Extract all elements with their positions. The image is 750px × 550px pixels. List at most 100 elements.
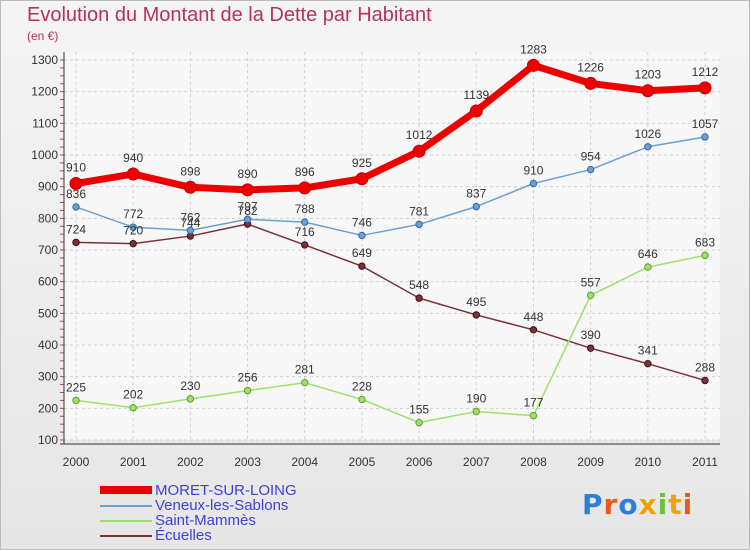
data-label-veneux: 836 bbox=[66, 187, 86, 201]
data-point-moret bbox=[69, 177, 83, 190]
data-label-moret: 1139 bbox=[463, 88, 489, 102]
data-point-veneux bbox=[529, 179, 538, 188]
data-point-ecuelles bbox=[644, 359, 652, 368]
data-point-moret bbox=[526, 58, 540, 72]
data-point-saint-mammes bbox=[644, 263, 652, 271]
data-label-moret: 1212 bbox=[692, 65, 719, 79]
y-tick-label: 400 bbox=[38, 338, 58, 352]
y-tick-label: 500 bbox=[38, 306, 58, 320]
plot-area bbox=[64, 52, 720, 440]
data-label-saint-mammes: 281 bbox=[295, 363, 315, 377]
data-point-veneux bbox=[472, 202, 480, 211]
data-label-saint-mammes: 230 bbox=[180, 379, 200, 393]
data-point-saint-mammes bbox=[529, 411, 538, 420]
logo-letter: P bbox=[582, 488, 604, 521]
data-label-moret: 1203 bbox=[634, 68, 661, 82]
legend-label-saint-mammes: Saint-Mammès bbox=[155, 512, 256, 529]
data-point-moret bbox=[183, 180, 197, 194]
x-tick-label: 2009 bbox=[577, 455, 604, 469]
data-label-saint-mammes: 557 bbox=[581, 275, 601, 289]
x-tick-label: 2007 bbox=[463, 455, 490, 469]
y-tick-label: 700 bbox=[38, 243, 58, 257]
data-point-moret bbox=[698, 81, 712, 95]
series-line-ecuelles bbox=[75, 223, 706, 382]
y-tick-label: 1300 bbox=[31, 53, 58, 67]
x-tick-label: 2001 bbox=[120, 455, 147, 469]
data-point-moret bbox=[126, 167, 140, 181]
chart-title: Evolution du Montant de la Dette par Hab… bbox=[27, 4, 432, 26]
data-label-veneux: 788 bbox=[295, 202, 315, 216]
data-point-moret bbox=[298, 181, 312, 195]
data-label-ecuelles: 720 bbox=[123, 224, 143, 238]
data-point-moret bbox=[641, 84, 655, 98]
logo-letter: i bbox=[682, 488, 694, 521]
x-tick-label: 2011 bbox=[692, 455, 718, 469]
data-label-saint-mammes: 683 bbox=[695, 235, 715, 249]
legend-swatch-moret bbox=[100, 486, 152, 494]
data-point-ecuelles bbox=[358, 262, 366, 270]
data-point-ecuelles bbox=[301, 241, 309, 249]
data-label-ecuelles: 716 bbox=[295, 225, 315, 239]
legend-swatch-veneux bbox=[100, 505, 152, 507]
data-point-ecuelles bbox=[472, 311, 480, 319]
data-label-veneux: 781 bbox=[409, 204, 429, 218]
x-tick-label: 2005 bbox=[349, 455, 376, 469]
data-point-saint-mammes bbox=[415, 418, 423, 427]
data-point-ecuelles bbox=[529, 326, 538, 334]
data-point-saint-mammes bbox=[358, 395, 366, 404]
legend-label-ecuelles: Écuelles bbox=[155, 527, 212, 544]
data-label-ecuelles: 724 bbox=[66, 222, 86, 236]
data-point-saint-mammes bbox=[186, 395, 195, 403]
data-point-saint-mammes bbox=[472, 407, 480, 416]
y-tick-label: 1000 bbox=[31, 148, 58, 162]
y-tick-label: 300 bbox=[38, 370, 58, 384]
x-tick-label: 2004 bbox=[291, 455, 318, 469]
data-label-saint-mammes: 155 bbox=[409, 403, 429, 417]
data-point-moret bbox=[584, 76, 598, 90]
data-point-veneux bbox=[243, 215, 252, 223]
data-point-veneux bbox=[586, 165, 595, 174]
data-point-veneux bbox=[301, 218, 309, 226]
data-point-veneux bbox=[415, 220, 423, 229]
data-point-saint-mammes bbox=[301, 378, 309, 387]
data-point-ecuelles bbox=[415, 294, 423, 302]
data-label-moret: 898 bbox=[180, 164, 200, 178]
data-label-veneux: 762 bbox=[180, 210, 200, 224]
series-line-moret bbox=[75, 61, 706, 194]
data-label-ecuelles: 495 bbox=[466, 295, 486, 309]
data-label-moret: 940 bbox=[123, 151, 143, 165]
data-point-moret bbox=[412, 144, 426, 158]
data-label-veneux: 772 bbox=[123, 207, 143, 221]
data-label-saint-mammes: 225 bbox=[66, 380, 86, 394]
data-label-ecuelles: 649 bbox=[352, 246, 372, 260]
data-point-veneux bbox=[644, 143, 652, 151]
data-point-saint-mammes bbox=[586, 291, 595, 299]
y-tick-label: 100 bbox=[38, 433, 58, 447]
data-point-saint-mammes bbox=[701, 251, 709, 260]
data-label-veneux: 746 bbox=[352, 215, 372, 229]
data-point-ecuelles bbox=[701, 376, 709, 385]
data-label-saint-mammes: 190 bbox=[466, 392, 486, 406]
data-label-moret: 1226 bbox=[577, 60, 604, 74]
data-label-moret: 890 bbox=[238, 167, 258, 181]
x-tick-label: 2003 bbox=[234, 455, 261, 469]
data-label-ecuelles: 744 bbox=[180, 216, 200, 230]
proxiti-logo: Proxiti bbox=[582, 488, 693, 521]
data-label-moret: 910 bbox=[66, 161, 86, 175]
data-label-moret: 1283 bbox=[520, 42, 547, 56]
legend-label-veneux: Veneux-les-Sablons bbox=[155, 497, 289, 514]
data-label-veneux: 1026 bbox=[634, 127, 661, 141]
legend-swatch-ecuelles bbox=[100, 535, 152, 537]
y-tick-label: 600 bbox=[38, 275, 58, 289]
y-tick-label: 800 bbox=[38, 211, 58, 225]
x-tick-label: 2008 bbox=[520, 455, 547, 469]
data-point-moret bbox=[469, 104, 483, 118]
series-line-saint-mammes bbox=[75, 254, 706, 424]
data-label-ecuelles: 782 bbox=[238, 204, 258, 218]
data-point-ecuelles bbox=[129, 239, 137, 248]
logo-letter: r bbox=[603, 488, 619, 521]
data-point-veneux bbox=[72, 203, 80, 211]
logo-letter: i bbox=[657, 488, 669, 521]
logo-letter: t bbox=[668, 488, 683, 521]
